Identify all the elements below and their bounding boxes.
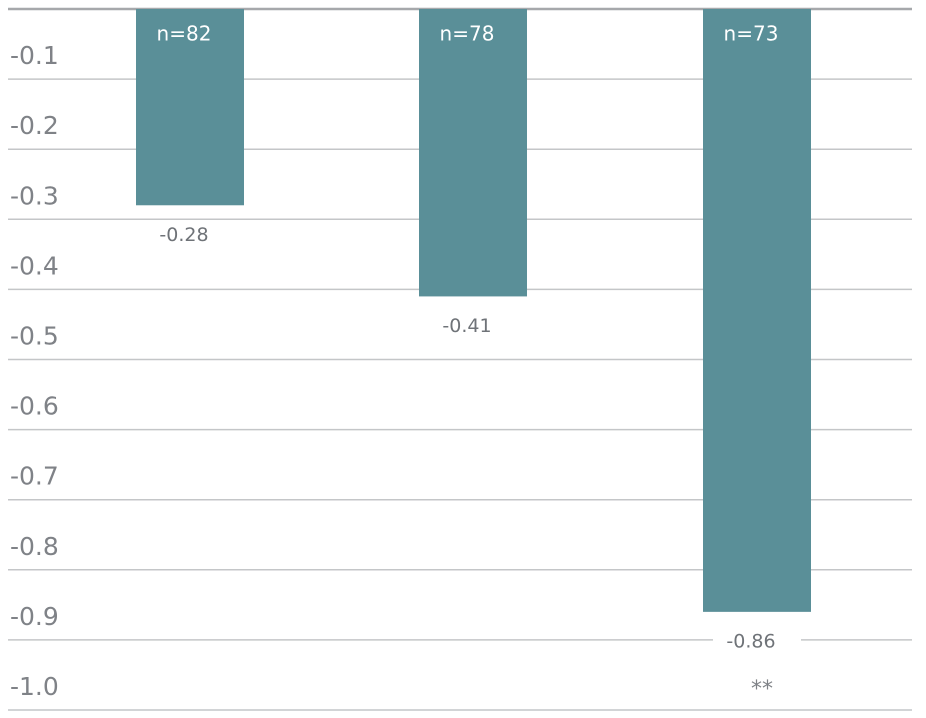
bar-n-label: n=78 [440, 22, 495, 46]
y-tick-label: -0.1 [10, 41, 59, 70]
data-labels: n=82 -0.28 n=78 -0.41 n=73 -0.86 ** [146, 22, 801, 702]
value-label-background [713, 627, 801, 656]
y-tick-label: -0.8 [10, 532, 59, 561]
value-label-background [429, 312, 517, 341]
y-tick-label: -0.5 [10, 322, 59, 351]
y-tick-label: -0.9 [10, 602, 59, 631]
bar-n-label: n=82 [157, 22, 212, 46]
value-label-background [146, 221, 234, 250]
significance-marker: ** [751, 677, 773, 702]
bar [703, 9, 811, 612]
y-tick-label: -0.7 [10, 462, 59, 491]
bar [136, 9, 244, 206]
bar [419, 9, 527, 297]
y-axis-tick-labels: -0.1 -0.2 -0.3 -0.4 -0.5 -0.6 -0.7 -0.8 -0.9 -1.0 [10, 41, 59, 701]
y-tick-label: -0.2 [10, 111, 59, 140]
y-tick-label: -0.3 [10, 181, 59, 210]
y-tick-label: -0.4 [10, 251, 59, 280]
bar-value-label: -0.28 [159, 224, 208, 246]
bars [136, 9, 811, 612]
y-tick-label: -0.6 [10, 392, 59, 421]
bar-value-label: -0.86 [726, 630, 775, 652]
bar-value-label: -0.41 [442, 315, 491, 337]
y-tick-label: -1.0 [10, 672, 59, 701]
bar-n-label: n=73 [724, 22, 779, 46]
